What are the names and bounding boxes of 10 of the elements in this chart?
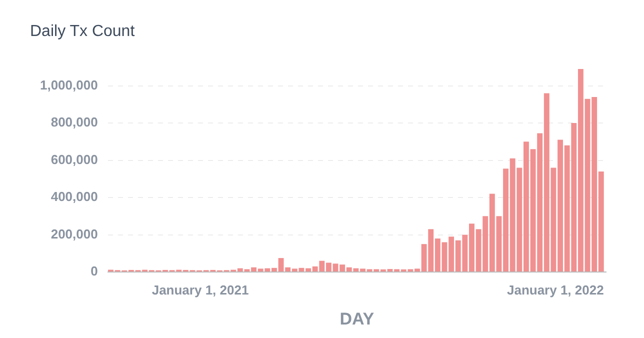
y-tick-label: 0 [90,264,98,279]
y-tick-label: 1,000,000 [40,77,98,92]
y-tick-label: 400,000 [50,189,98,204]
chart-title: Daily Tx Count [30,23,136,40]
x-axis-title: DAY [340,309,375,328]
y-tick-label: 800,000 [50,114,98,130]
y-tick-label: 600,000 [50,152,98,167]
y-tick-label: 200,000 [50,226,98,242]
x-tick-label: January 1, 2021 [152,282,249,298]
x-tick-label: January 1, 2022 [506,282,604,298]
